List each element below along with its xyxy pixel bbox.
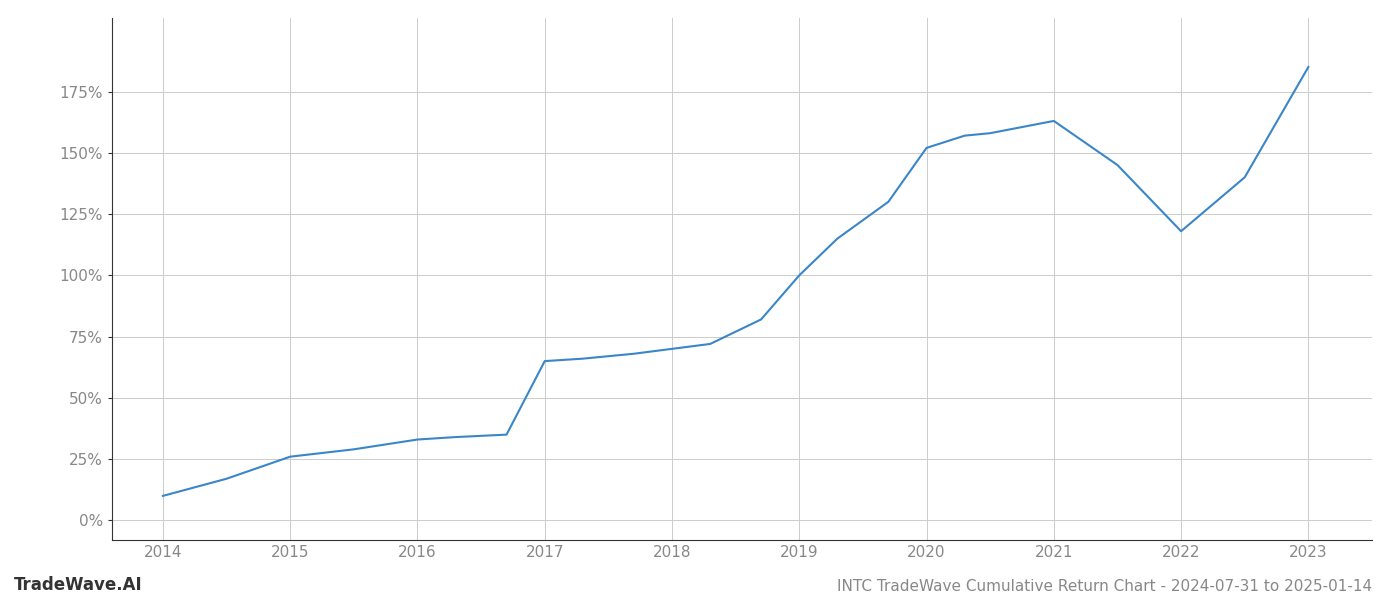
Text: INTC TradeWave Cumulative Return Chart - 2024-07-31 to 2025-01-14: INTC TradeWave Cumulative Return Chart -… [837, 579, 1372, 594]
Text: TradeWave.AI: TradeWave.AI [14, 576, 143, 594]
